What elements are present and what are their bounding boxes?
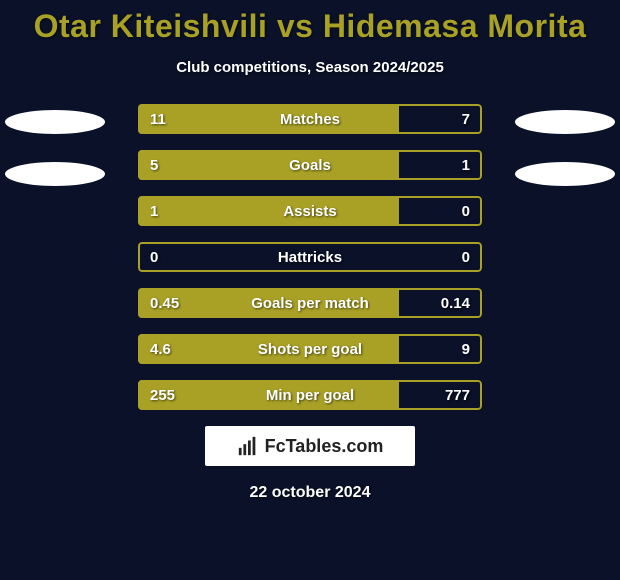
stat-row: 255Min per goal777	[138, 380, 482, 410]
stat-row: 0Hattricks0	[138, 242, 482, 272]
ellipse-decor	[5, 110, 105, 134]
ellipse-decor	[5, 162, 105, 186]
subtitle: Club competitions, Season 2024/2025	[0, 59, 620, 76]
stat-value-right: 9	[462, 334, 470, 364]
stat-row: 0.45Goals per match0.14	[138, 288, 482, 318]
player-left-name: Otar Kiteishvili	[34, 8, 268, 44]
stat-row: 11Matches7	[138, 104, 482, 134]
ellipse-decor	[515, 110, 615, 134]
watermark: FcTables.com	[205, 426, 415, 466]
ellipse-decor	[515, 162, 615, 186]
watermark-text: FcTables.com	[265, 436, 384, 457]
stat-row: 5Goals1	[138, 150, 482, 180]
comparison-card: Otar Kiteishvili vs Hidemasa Morita Club…	[0, 0, 620, 580]
stat-row: 4.6Shots per goal9	[138, 334, 482, 364]
player-right-name: Hidemasa Morita	[323, 8, 587, 44]
vs-text: vs	[277, 8, 314, 44]
stat-label: Assists	[138, 196, 482, 226]
stat-value-right: 7	[462, 104, 470, 134]
stat-value-right: 0	[462, 196, 470, 226]
stat-label: Matches	[138, 104, 482, 134]
stat-label: Shots per goal	[138, 334, 482, 364]
stat-label: Goals per match	[138, 288, 482, 318]
stat-bars: 11Matches75Goals11Assists00Hattricks00.4…	[138, 104, 482, 410]
stat-value-right: 777	[445, 380, 470, 410]
stat-value-right: 1	[462, 150, 470, 180]
stat-label: Goals	[138, 150, 482, 180]
stat-value-right: 0.14	[441, 288, 470, 318]
stat-label: Min per goal	[138, 380, 482, 410]
footer-date: 22 october 2024	[0, 484, 620, 502]
stat-label: Hattricks	[138, 242, 482, 272]
stat-row: 1Assists0	[138, 196, 482, 226]
page-title: Otar Kiteishvili vs Hidemasa Morita	[0, 8, 620, 45]
chart-bars-icon	[237, 435, 259, 457]
chart-area: 11Matches75Goals11Assists00Hattricks00.4…	[0, 104, 620, 410]
club-logo-left	[0, 104, 110, 202]
stat-value-right: 0	[462, 242, 470, 272]
club-logo-right	[510, 104, 620, 202]
